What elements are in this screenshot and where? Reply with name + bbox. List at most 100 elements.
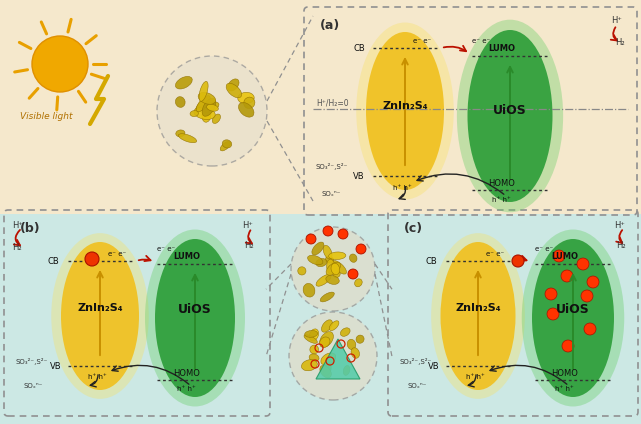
Ellipse shape [321,353,336,365]
Text: SO₃²⁻,S²⁻: SO₃²⁻,S²⁻ [16,358,48,365]
Ellipse shape [190,111,199,117]
Text: h⁺ h⁺: h⁺ h⁺ [466,374,485,380]
Circle shape [581,290,593,302]
Ellipse shape [226,84,242,98]
Text: h⁺ h⁺: h⁺ h⁺ [555,386,574,392]
Text: Visible light: Visible light [20,112,72,121]
Ellipse shape [351,348,360,358]
Ellipse shape [347,339,356,350]
Ellipse shape [206,104,219,111]
Ellipse shape [320,332,333,347]
Ellipse shape [202,98,216,116]
Text: HOMO: HOMO [551,369,578,378]
Text: H₂: H₂ [244,241,254,250]
Circle shape [306,234,316,244]
Ellipse shape [61,242,139,390]
Ellipse shape [316,274,331,286]
Circle shape [323,226,333,236]
Text: SO₃²⁻,S²⁻: SO₃²⁻,S²⁻ [316,163,348,170]
Ellipse shape [176,97,185,107]
Ellipse shape [366,32,444,190]
Circle shape [587,276,599,288]
Ellipse shape [238,92,254,104]
Ellipse shape [457,20,563,212]
Text: h⁺ h⁺: h⁺ h⁺ [393,185,412,191]
Ellipse shape [312,242,324,255]
Ellipse shape [326,275,339,285]
Circle shape [584,323,596,335]
Text: SO₃²⁻,S²⁻: SO₃²⁻,S²⁻ [400,358,433,365]
Ellipse shape [440,242,515,390]
Text: (c): (c) [404,222,423,235]
Ellipse shape [228,79,239,91]
Text: e⁻ e⁻: e⁻ e⁻ [486,251,504,257]
Text: H⁺: H⁺ [12,221,23,230]
Ellipse shape [198,92,215,104]
Ellipse shape [327,259,335,274]
Ellipse shape [329,321,339,331]
Text: CB: CB [426,257,438,266]
Text: e⁻ e⁻: e⁻ e⁻ [413,38,431,44]
Circle shape [547,308,559,320]
Ellipse shape [145,229,245,407]
Ellipse shape [354,279,362,287]
Ellipse shape [331,263,340,275]
Text: H⁺/H₂=0: H⁺/H₂=0 [316,98,349,107]
Text: ZnIn₂S₄: ZnIn₂S₄ [455,303,501,313]
Text: VB: VB [50,362,62,371]
Ellipse shape [522,229,624,407]
Ellipse shape [332,261,347,274]
Ellipse shape [304,330,318,338]
Text: SOₓⁿ⁻: SOₓⁿ⁻ [408,383,428,389]
Circle shape [338,229,348,239]
Ellipse shape [323,363,331,376]
Text: VB: VB [428,362,440,371]
Polygon shape [316,339,360,379]
Ellipse shape [244,97,255,109]
Text: HOMO: HOMO [488,179,515,188]
Ellipse shape [199,81,208,101]
Text: h⁺ h⁺: h⁺ h⁺ [492,197,511,203]
Ellipse shape [329,252,346,259]
Text: H₂: H₂ [616,241,626,250]
Text: UiOS: UiOS [178,303,212,316]
Ellipse shape [304,335,317,343]
Ellipse shape [222,140,232,148]
Text: UiOS: UiOS [493,104,527,117]
Text: h⁺ h⁺: h⁺ h⁺ [177,386,196,392]
Text: SOₓⁿ⁻: SOₓⁿ⁻ [24,383,44,389]
Ellipse shape [196,99,206,113]
Ellipse shape [322,320,333,332]
Ellipse shape [356,335,364,343]
Ellipse shape [176,76,192,89]
Ellipse shape [298,267,306,275]
Circle shape [85,252,99,266]
Circle shape [157,56,267,166]
Ellipse shape [320,365,331,378]
Ellipse shape [323,245,332,259]
Ellipse shape [212,114,221,123]
Ellipse shape [176,130,185,137]
Ellipse shape [194,107,215,120]
Text: UiOS: UiOS [556,303,590,316]
Ellipse shape [308,255,323,265]
Text: ZnIn₂S₄: ZnIn₂S₄ [382,101,428,111]
Text: HOMO: HOMO [173,369,200,378]
Text: H₂: H₂ [615,38,624,47]
Text: LUMO: LUMO [173,252,200,261]
Ellipse shape [343,365,350,375]
Ellipse shape [333,270,340,278]
Bar [0,214,641,424]
Ellipse shape [221,142,230,151]
Ellipse shape [532,239,614,397]
Text: SOₓⁿ⁻: SOₓⁿ⁻ [322,191,342,197]
Text: CB: CB [48,257,60,266]
Text: H⁺: H⁺ [242,221,253,230]
Ellipse shape [203,102,219,112]
Ellipse shape [356,22,454,199]
Ellipse shape [196,96,210,112]
Text: H⁺: H⁺ [611,16,622,25]
Ellipse shape [310,329,319,341]
Ellipse shape [316,259,327,267]
Ellipse shape [309,354,319,362]
